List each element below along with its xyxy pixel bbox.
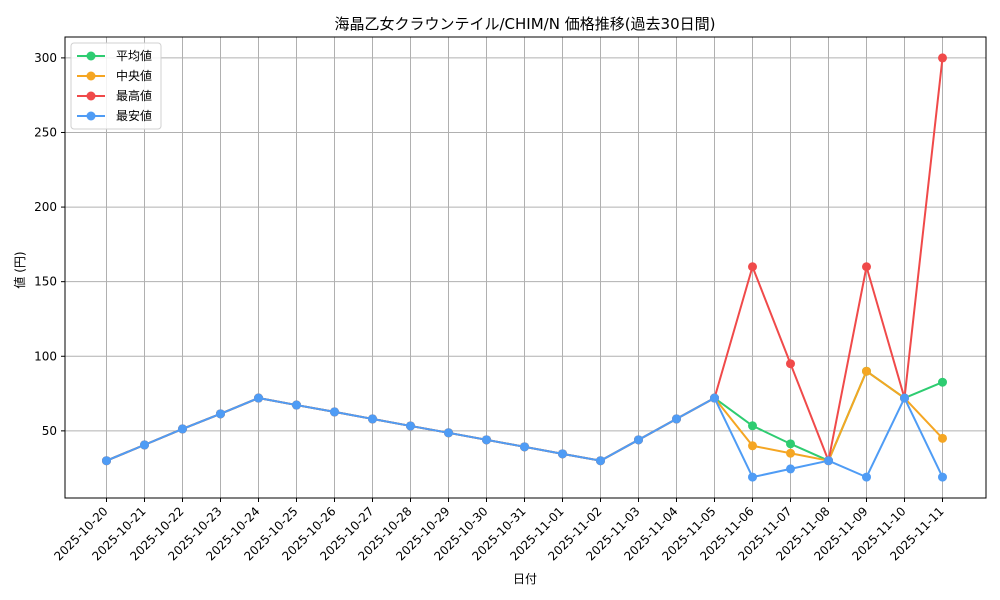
data-series: [102, 53, 947, 482]
data-point-marker: [748, 421, 757, 431]
data-point-marker: [786, 439, 795, 449]
legend-label: 最高値: [116, 88, 152, 103]
data-point-marker: [558, 449, 567, 459]
series-3: [102, 393, 947, 482]
y-axis-ticks: 50 100 150 200 250 300: [34, 51, 65, 438]
data-point-marker: [938, 53, 947, 63]
data-point-marker: [634, 435, 643, 445]
data-point-marker: [786, 359, 795, 369]
data-point-marker: [596, 456, 605, 466]
y-tick-label: 150: [34, 275, 57, 289]
data-point-marker: [748, 441, 757, 451]
data-point-marker: [938, 377, 947, 387]
legend-item: 最高値: [77, 88, 152, 103]
legend-marker-icon: [86, 71, 96, 81]
x-axis-label: 日付: [513, 572, 537, 586]
y-tick-label: 200: [34, 200, 57, 214]
data-point-marker: [254, 393, 263, 403]
data-point-marker: [178, 424, 187, 434]
data-point-marker: [748, 262, 757, 272]
data-point-marker: [786, 464, 795, 474]
legend-marker-icon: [86, 111, 96, 121]
legend-label: 中央値: [116, 68, 152, 83]
data-point-marker: [748, 472, 757, 482]
data-point-marker: [330, 407, 339, 417]
y-tick-label: 250: [34, 125, 57, 139]
data-point-marker: [102, 456, 111, 466]
legend-item: 平均値: [77, 48, 152, 63]
data-point-marker: [216, 409, 225, 419]
data-point-marker: [520, 442, 529, 452]
legend-label: 平均値: [116, 48, 152, 63]
legend-box: [70, 42, 162, 130]
data-point-marker: [862, 472, 871, 482]
data-point-marker: [938, 472, 947, 482]
x-axis-ticks: 2025-10-202025-10-212025-10-222025-10-23…: [51, 498, 947, 563]
data-point-marker: [406, 421, 415, 431]
legend-label: 最安値: [116, 108, 152, 123]
legend-marker-icon: [86, 51, 96, 61]
y-tick-label: 50: [42, 424, 57, 438]
data-point-marker: [672, 414, 681, 424]
data-point-marker: [862, 366, 871, 376]
data-point-marker: [900, 393, 909, 403]
data-point-marker: [292, 400, 301, 410]
y-tick-label: 100: [34, 349, 57, 363]
legend-item: 最安値: [77, 108, 152, 123]
data-point-marker: [444, 428, 453, 438]
legend-marker-icon: [86, 91, 96, 101]
data-point-marker: [482, 435, 491, 445]
data-point-marker: [710, 393, 719, 403]
data-point-marker: [938, 433, 947, 443]
data-point-marker: [368, 414, 377, 424]
data-point-marker: [824, 456, 833, 466]
y-axis-label: 値 (円): [12, 251, 27, 288]
grid-lines: [65, 37, 986, 498]
y-tick-label: 300: [34, 51, 57, 65]
chart-title: 海晶乙女クラウンテイル/CHIM/N 価格推移(過去30日間): [334, 15, 715, 33]
data-point-marker: [862, 262, 871, 272]
plot-frame: [64, 36, 987, 499]
data-point-marker: [140, 440, 149, 450]
data-point-marker: [786, 448, 795, 458]
legend-item: 中央値: [77, 68, 152, 83]
